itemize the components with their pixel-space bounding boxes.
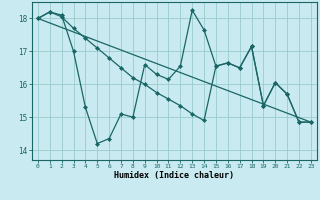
X-axis label: Humidex (Indice chaleur): Humidex (Indice chaleur) bbox=[115, 171, 234, 180]
